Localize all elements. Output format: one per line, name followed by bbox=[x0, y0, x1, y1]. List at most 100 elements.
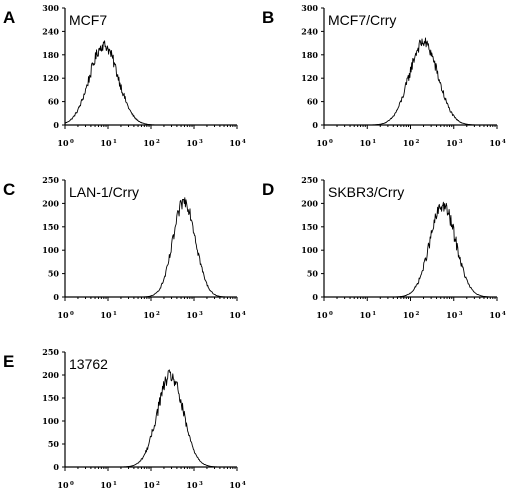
x-tick-exponent: 2 bbox=[156, 311, 160, 317]
panel-title: 13762 bbox=[69, 356, 108, 372]
y-tick-label: 180 bbox=[42, 50, 59, 60]
y-tick-label: 50 bbox=[48, 439, 60, 449]
x-tick-label: 10 bbox=[316, 310, 328, 320]
y-tick-label: 200 bbox=[42, 198, 59, 208]
histogram-curve bbox=[324, 201, 497, 298]
x-tick-exponent: 2 bbox=[416, 311, 420, 317]
x-tick-label: 10 bbox=[143, 480, 155, 490]
panel-title: LAN-1/Crry bbox=[69, 184, 139, 200]
x-tick-label: 10 bbox=[186, 480, 198, 490]
x-tick-exponent: 1 bbox=[372, 311, 376, 317]
panel-title: SKBR3/Crry bbox=[328, 184, 404, 200]
panel-letter: B bbox=[262, 8, 274, 27]
x-tick-label: 10 bbox=[489, 138, 501, 148]
x-tick-exponent: 3 bbox=[459, 311, 463, 317]
x-tick-label: 10 bbox=[229, 480, 241, 490]
histogram-curve bbox=[324, 37, 497, 126]
x-tick-label: 10 bbox=[446, 310, 458, 320]
x-tick-label: 10 bbox=[143, 138, 155, 148]
x-tick-exponent: 0 bbox=[70, 311, 74, 317]
x-tick-label: 10 bbox=[100, 310, 112, 320]
y-tick-label: 120 bbox=[42, 73, 59, 83]
y-tick-label: 60 bbox=[48, 97, 60, 107]
x-tick-label: 10 bbox=[186, 138, 198, 148]
y-tick-label: 0 bbox=[53, 120, 59, 130]
x-tick-exponent: 2 bbox=[416, 139, 420, 145]
x-tick-label: 10 bbox=[57, 480, 69, 490]
y-tick-label: 200 bbox=[42, 370, 59, 380]
histogram-curve bbox=[65, 369, 237, 468]
y-tick-label: 240 bbox=[42, 26, 59, 36]
y-tick-label: 120 bbox=[301, 73, 318, 83]
y-tick-label: 0 bbox=[312, 120, 318, 130]
x-tick-label: 10 bbox=[100, 138, 112, 148]
x-tick-exponent: 2 bbox=[156, 481, 160, 487]
y-tick-label: 250 bbox=[301, 175, 318, 185]
x-tick-exponent: 0 bbox=[70, 481, 74, 487]
x-tick-label: 10 bbox=[360, 310, 372, 320]
y-tick-label: 300 bbox=[42, 3, 59, 13]
y-tick-label: 50 bbox=[48, 269, 60, 279]
y-tick-label: 100 bbox=[42, 245, 59, 255]
y-tick-label: 0 bbox=[312, 292, 318, 302]
x-tick-exponent: 4 bbox=[242, 311, 246, 317]
x-tick-exponent: 0 bbox=[329, 311, 333, 317]
y-tick-label: 50 bbox=[307, 269, 319, 279]
x-tick-exponent: 1 bbox=[113, 481, 117, 487]
x-tick-label: 10 bbox=[229, 310, 241, 320]
x-tick-exponent: 4 bbox=[242, 481, 246, 487]
x-tick-exponent: 3 bbox=[459, 139, 463, 145]
panel-letter: A bbox=[3, 8, 15, 27]
x-tick-exponent: 4 bbox=[502, 311, 506, 317]
x-tick-label: 10 bbox=[143, 310, 155, 320]
y-tick-label: 60 bbox=[307, 97, 319, 107]
histogram-curve bbox=[65, 197, 237, 298]
x-tick-exponent: 1 bbox=[113, 311, 117, 317]
y-tick-label: 180 bbox=[301, 50, 318, 60]
y-tick-label: 200 bbox=[301, 198, 318, 208]
y-tick-label: 300 bbox=[301, 3, 318, 13]
y-tick-label: 150 bbox=[42, 393, 59, 403]
x-tick-exponent: 2 bbox=[156, 139, 160, 145]
x-tick-exponent: 4 bbox=[502, 139, 506, 145]
y-tick-label: 100 bbox=[301, 245, 318, 255]
x-tick-exponent: 3 bbox=[199, 139, 203, 145]
x-tick-label: 10 bbox=[316, 138, 328, 148]
x-tick-label: 10 bbox=[446, 138, 458, 148]
x-tick-exponent: 1 bbox=[113, 139, 117, 145]
x-tick-label: 10 bbox=[57, 138, 69, 148]
histogram-curve bbox=[65, 40, 237, 126]
x-tick-label: 10 bbox=[403, 310, 415, 320]
panel-letter: E bbox=[3, 352, 14, 371]
x-tick-label: 10 bbox=[229, 138, 241, 148]
x-tick-exponent: 4 bbox=[242, 139, 246, 145]
y-tick-label: 250 bbox=[42, 347, 59, 357]
y-tick-label: 100 bbox=[42, 416, 59, 426]
x-tick-label: 10 bbox=[100, 480, 112, 490]
y-tick-label: 0 bbox=[53, 462, 59, 472]
y-tick-label: 250 bbox=[42, 175, 59, 185]
y-tick-label: 240 bbox=[301, 26, 318, 36]
x-tick-label: 10 bbox=[186, 310, 198, 320]
x-tick-exponent: 1 bbox=[372, 139, 376, 145]
x-tick-exponent: 3 bbox=[199, 481, 203, 487]
panel-letter: C bbox=[3, 180, 15, 199]
x-tick-label: 10 bbox=[360, 138, 372, 148]
panel-title: MCF7/Crry bbox=[328, 12, 396, 28]
x-tick-exponent: 0 bbox=[70, 139, 74, 145]
x-tick-label: 10 bbox=[403, 138, 415, 148]
panel-letter: D bbox=[262, 180, 274, 199]
x-tick-label: 10 bbox=[57, 310, 69, 320]
panel-title: MCF7 bbox=[69, 12, 107, 28]
x-tick-exponent: 0 bbox=[329, 139, 333, 145]
x-tick-exponent: 3 bbox=[199, 311, 203, 317]
y-tick-label: 150 bbox=[42, 222, 59, 232]
y-tick-label: 0 bbox=[53, 292, 59, 302]
x-tick-label: 10 bbox=[489, 310, 501, 320]
